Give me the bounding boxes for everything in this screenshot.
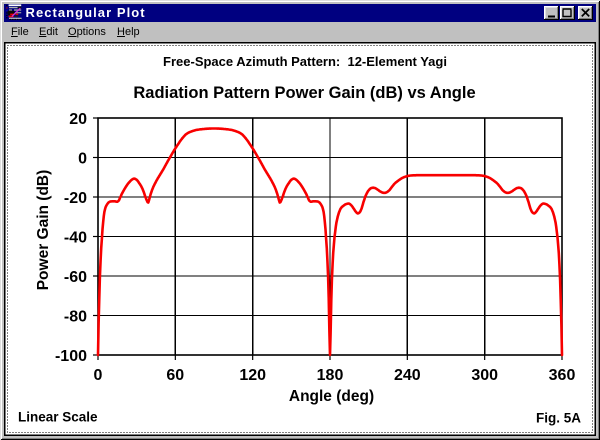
svg-text:-80: -80 <box>64 309 87 326</box>
svg-text:240: 240 <box>394 367 421 384</box>
svg-text:20: 20 <box>69 111 87 128</box>
svg-text:-60: -60 <box>64 269 87 286</box>
svg-text:Fig. 5A: Fig. 5A <box>536 411 581 426</box>
svg-text:180: 180 <box>317 367 344 384</box>
svg-text:360: 360 <box>549 367 576 384</box>
svg-text:120: 120 <box>239 367 266 384</box>
svg-text:Radiation Pattern Power Gain (: Radiation Pattern Power Gain (dB) vs Ang… <box>133 84 475 102</box>
svg-text:-20: -20 <box>64 190 87 207</box>
svg-text:-40: -40 <box>64 230 87 247</box>
svg-text:300: 300 <box>471 367 498 384</box>
svg-text:Power Gain (dB): Power Gain (dB) <box>35 170 52 291</box>
svg-text:Angle (deg): Angle (deg) <box>289 388 374 405</box>
svg-text:0: 0 <box>78 151 87 168</box>
svg-text:60: 60 <box>166 367 184 384</box>
svg-text:Linear Scale: Linear Scale <box>18 410 98 425</box>
svg-text:-100: -100 <box>55 348 87 365</box>
svg-text:Free-Space Azimuth Pattern: 1: Free-Space Azimuth Pattern: 12-Element Y… <box>163 54 447 69</box>
svg-text:0: 0 <box>94 367 103 384</box>
